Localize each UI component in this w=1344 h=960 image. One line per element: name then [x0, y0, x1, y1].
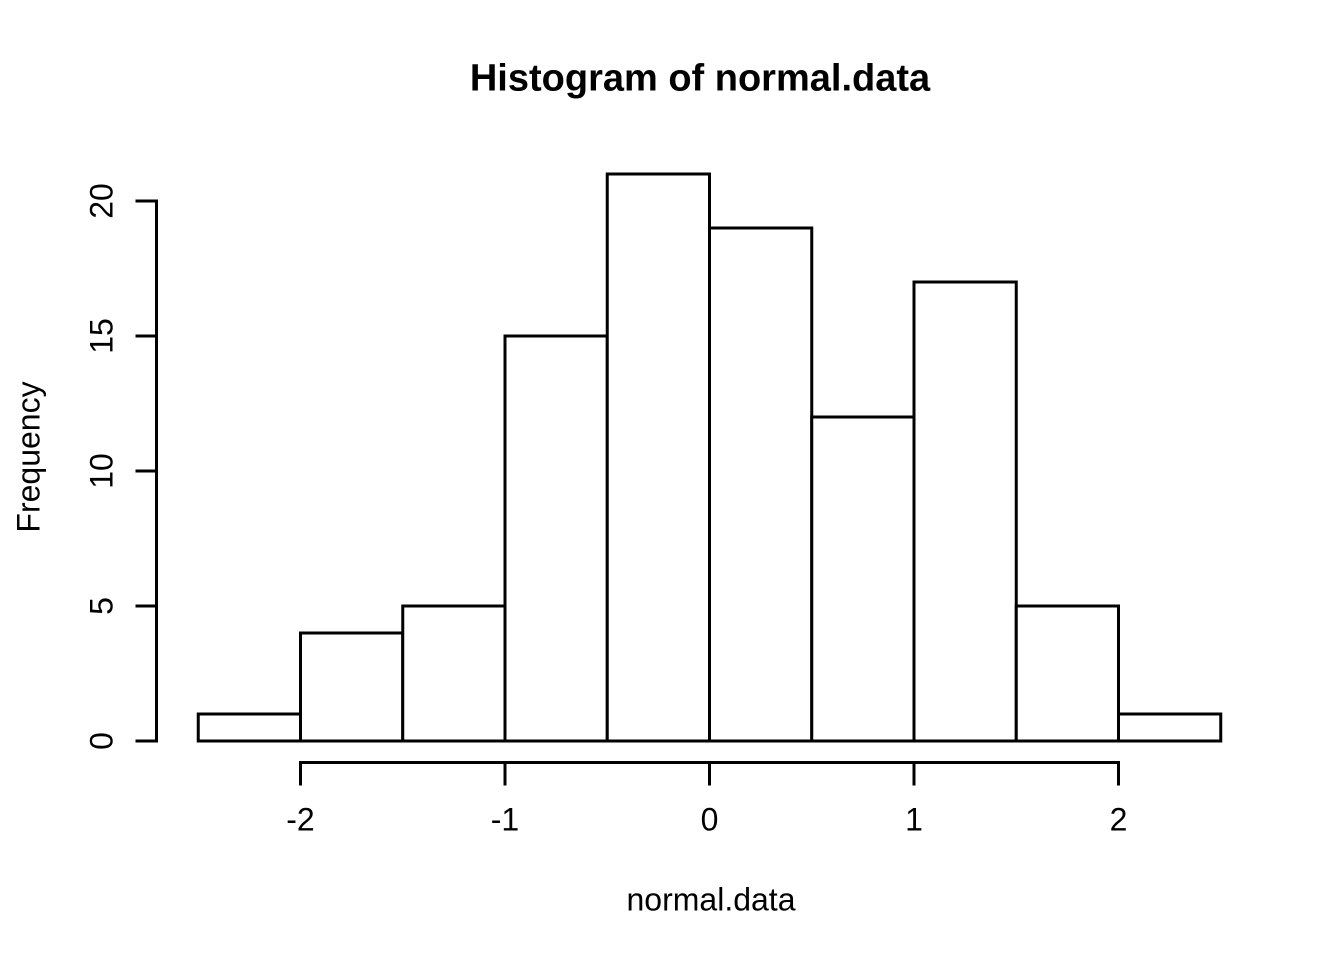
histogram-bar [810, 415, 916, 743]
chart-title: Histogram of normal.data [469, 57, 931, 100]
histogram-bar [401, 604, 507, 743]
histogram-bar [1014, 604, 1120, 743]
histogram-bar [708, 226, 814, 743]
histogram-bar [605, 172, 711, 743]
histogram-bar [503, 334, 609, 743]
x-tick-label: -2 [286, 801, 315, 838]
x-tick-label: 0 [700, 801, 719, 838]
x-tick-label: -1 [490, 801, 520, 838]
histogram-bar [912, 280, 1018, 743]
x-tick-label: 1 [905, 801, 923, 838]
y-tick-label: 5 [83, 597, 120, 615]
histogram-bar [299, 631, 405, 743]
x-tick-label: 2 [1109, 801, 1128, 838]
y-tick-label: 20 [83, 183, 120, 219]
histogram-bar [196, 712, 302, 743]
histogram-bar [1117, 712, 1223, 743]
x-axis-title: normal.data [626, 881, 796, 918]
y-tick-label: 10 [83, 453, 120, 489]
y-tick-label: 15 [83, 318, 120, 354]
y-tick-label: 0 [83, 732, 120, 750]
y-axis-title: Frequency [10, 381, 47, 533]
